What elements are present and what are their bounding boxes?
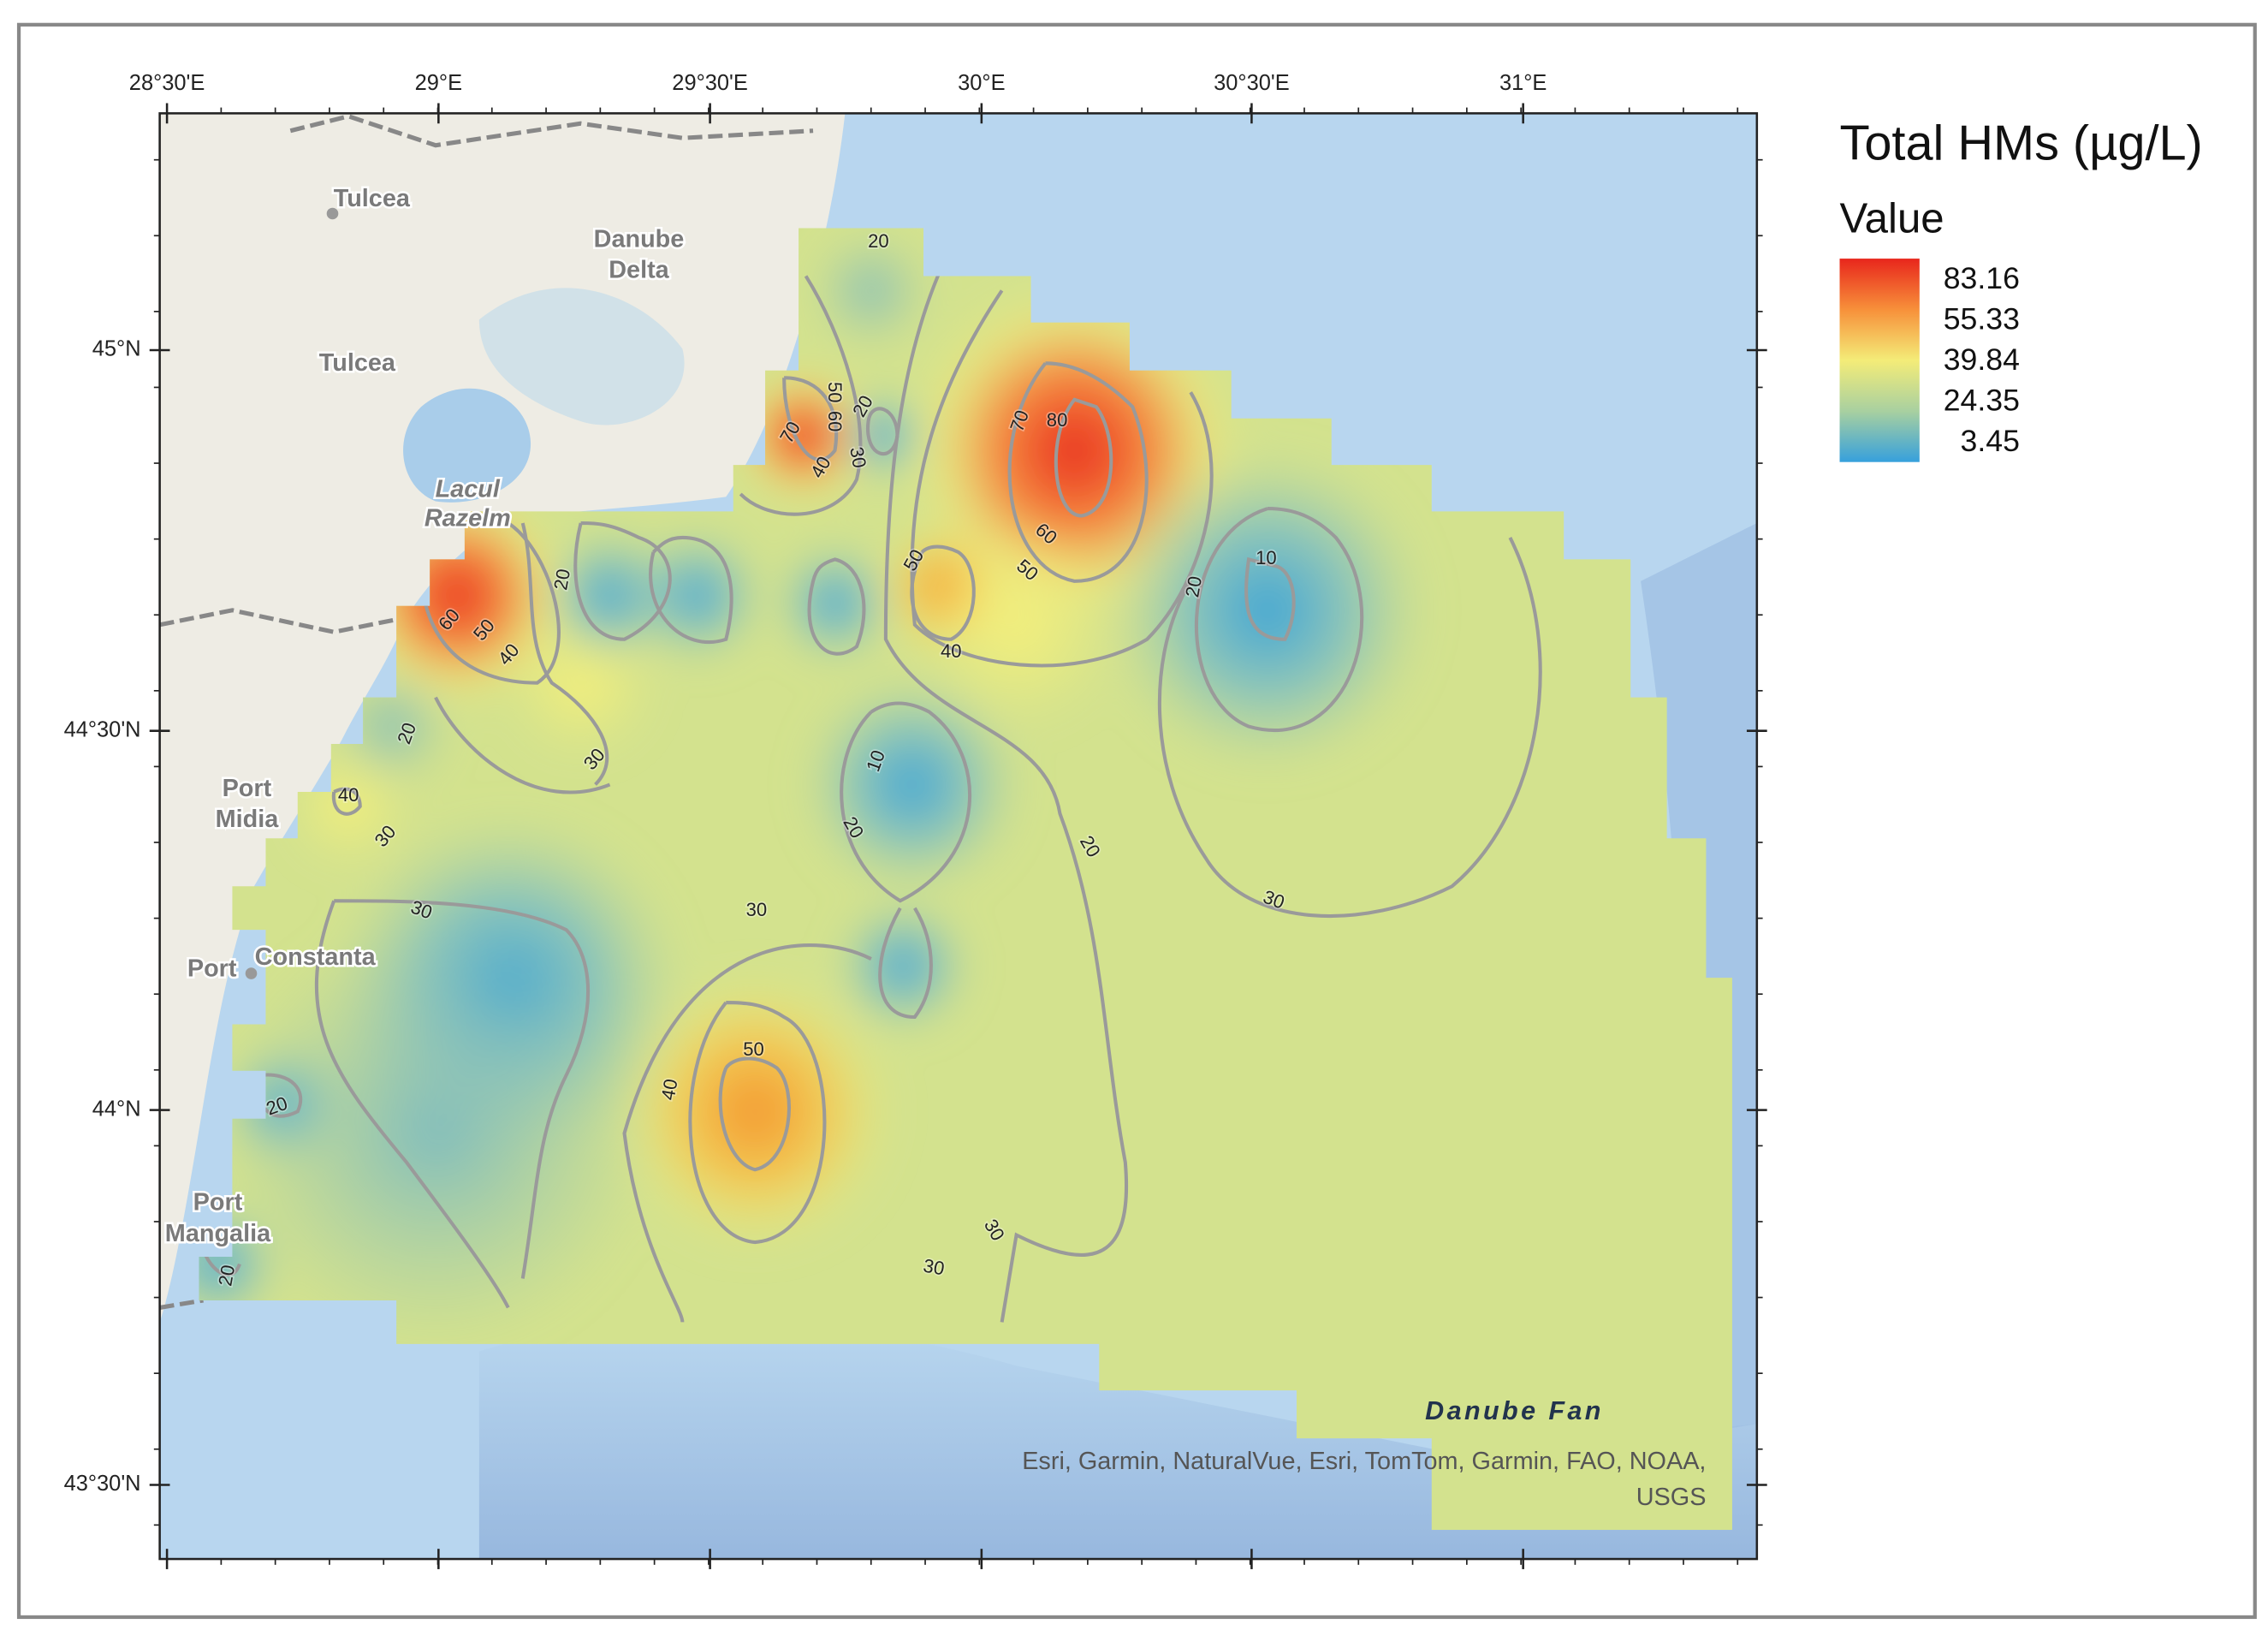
contour-label: 20 [868,230,889,252]
map-frame [158,112,1759,1561]
place-label: Port Midia [216,775,280,833]
contour-line [419,521,561,685]
contour-line [622,943,872,1323]
place-label-line: Midia [216,806,280,833]
place-label: Danube Delta [594,226,685,284]
contour-line [688,1001,827,1245]
place-label-line: Razelm [425,504,511,532]
place-label-line: Mangalia [165,1220,271,1247]
longitude-label: 31°E [1499,71,1547,95]
legend-label: 83.16 [1944,261,2020,295]
place-label: Constanta [255,943,377,971]
contour-line [807,557,866,656]
contour-line [840,701,972,903]
place-label: Lacul Razelm [425,475,511,532]
contour-label: 30 [746,899,768,920]
contour-line [910,289,1214,668]
city-dot [245,967,258,979]
contour-line [782,376,839,461]
latitude-label: 43°30'N [64,1472,141,1496]
place-label-line: Tulcea [319,349,396,377]
longitude-label: 30°E [958,71,1005,95]
contour-line [649,535,733,645]
color-blob [617,973,894,1250]
place-label: Port Mangalia [165,1189,271,1247]
place-label: Port [187,955,237,982]
contour-line [883,246,1129,1323]
color-blob [803,675,1021,894]
longitude-label: 28°30'E [129,71,205,95]
color-blob [1107,450,1428,770]
contour-line [878,907,933,1020]
contour-label: 30 [922,1255,946,1280]
color-blob [737,370,869,502]
latitude-label: 44°30'N [64,717,141,741]
place-label-line: Constanta [255,943,377,971]
feature-label: Danube Fan [1425,1396,1604,1425]
contour-line [1007,361,1149,583]
legend-label: 39.84 [1944,342,2020,377]
contour-label: 60 [824,411,846,432]
border [159,114,814,1310]
contour-label: 20 [549,568,574,592]
contour-line [1157,537,1542,919]
contour-label: 20 [214,1264,239,1288]
place-label-line: Danube [594,226,685,253]
contour-line [1244,556,1296,641]
color-blob [334,668,450,785]
color-blob [813,232,929,349]
place-label-line: Lacul [436,475,501,503]
contour-line [573,521,672,641]
longitude-label: 29°E [415,71,462,95]
contour-line [739,275,863,516]
place-label-line: Tulcea [334,185,411,212]
color-blob [837,901,969,1032]
longitude-label: 30°30'E [1214,71,1290,95]
contour-line [1195,506,1364,733]
contour-line [434,696,611,794]
contour-label: 50 [743,1038,764,1060]
contour-line [1054,397,1113,518]
contour-line [718,1056,791,1172]
land [159,113,846,1323]
place-label: Tulcea [319,349,396,377]
color-blob [217,915,654,1352]
contour-label: 40 [338,784,359,806]
legend-colorbar [1839,259,1920,462]
place-label-line: Port [187,955,237,982]
contour-line [331,787,362,816]
contour-label: 30 [846,445,870,470]
contour-line [910,544,976,641]
longitude-label: 29°30'E [672,71,748,95]
contour-label: 80 [1047,409,1068,431]
attribution: USGS [1636,1484,1707,1511]
contour-label: 40 [657,1077,682,1102]
contour-label: 10 [1256,547,1277,568]
place-label-line: Port [223,775,272,802]
latitude-label: 45°N [92,337,141,361]
city-dot [326,207,339,220]
latitude-label: 44°N [92,1097,141,1121]
color-blob [914,522,1119,727]
delta-wetland [478,288,685,425]
contour-label: 20 [1181,574,1206,599]
legend-label: 3.45 [1961,424,2020,458]
place-label-line: Delta [609,257,669,284]
legend-title: Total HMs (µg/L) [1840,116,2203,171]
place-label-line: Port [193,1189,243,1217]
contour-label: 40 [941,640,962,662]
legend-label: 24.35 [1944,384,2020,418]
legend-subtitle: Value [1840,195,1944,242]
color-blob [776,544,894,662]
contour-line [315,899,591,1309]
place-label: Tulcea [334,185,411,212]
lake [403,388,531,503]
contour-line [520,522,609,786]
attribution: Esri, Garmin, NaturalVue, Esri, TomTom, … [1022,1448,1706,1475]
legend-label: 55.33 [1944,301,2020,336]
contour-label: 50 [824,382,846,403]
